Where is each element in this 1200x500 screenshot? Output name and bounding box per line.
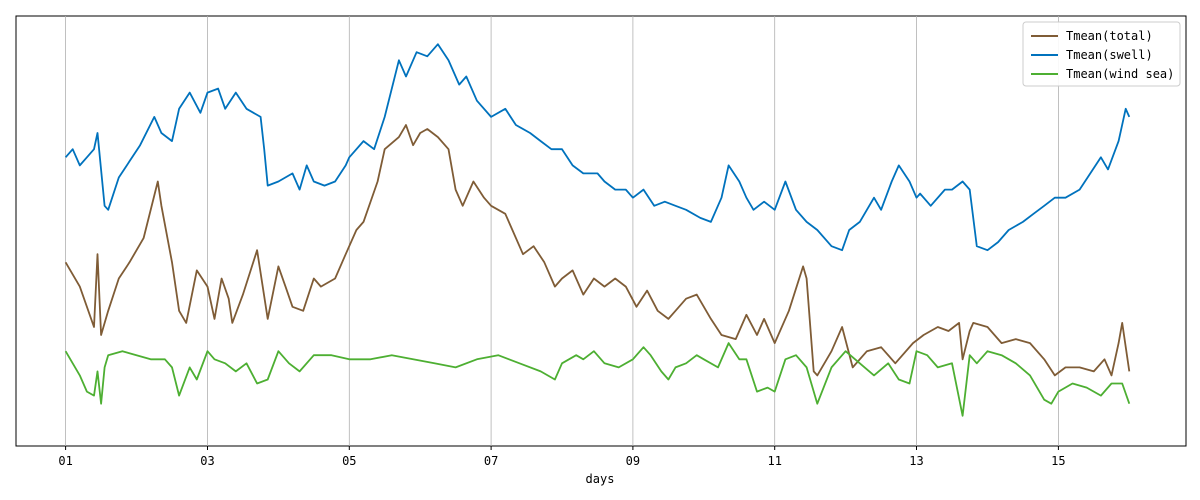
legend: Tmean(total) Tmean(swell) Tmean(wind sea) — [1022, 21, 1181, 87]
x-tick-label: 13 — [909, 454, 923, 468]
x-tick-label: 15 — [1051, 454, 1065, 468]
legend-label: Tmean(swell) — [1066, 48, 1153, 62]
series-layer — [64, 43, 1131, 417]
x-axis-label: days — [586, 472, 615, 486]
series-line — [64, 43, 1131, 252]
legend-box — [1022, 21, 1181, 87]
series-line — [64, 124, 1131, 377]
x-tick-label: 03 — [200, 454, 214, 468]
x-tick-label: 09 — [626, 454, 640, 468]
x-axis: 01 03 05 07 09 11 13 15 — [58, 446, 1066, 468]
x-tick-label: 05 — [342, 454, 356, 468]
x-tick-label: 07 — [484, 454, 498, 468]
series-line — [64, 342, 1131, 417]
legend-label: Tmean(wind sea) — [1066, 67, 1174, 81]
x-tick-label: 01 — [58, 454, 72, 468]
plot-frame — [15, 15, 1187, 447]
x-tick-label: 11 — [767, 454, 781, 468]
legend-label: Tmean(total) — [1066, 29, 1153, 43]
grid — [65, 16, 1059, 446]
